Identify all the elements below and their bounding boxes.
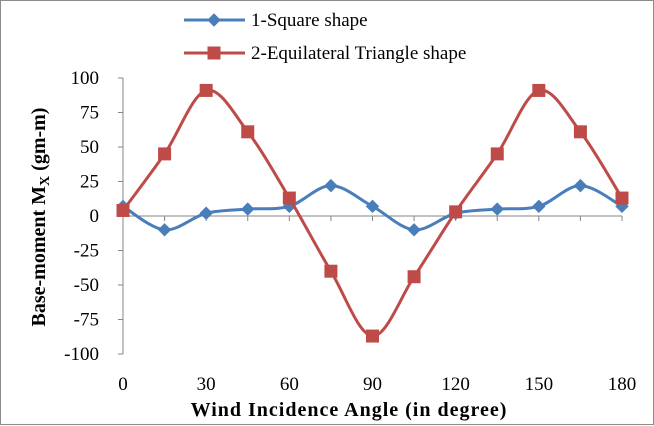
series-1-point: [199, 206, 213, 220]
x-tick-label: 0: [118, 374, 128, 395]
series-2-point: [282, 191, 296, 205]
series-1-point: [532, 199, 546, 214]
y-tick-label: 75: [80, 103, 99, 124]
series-2-point: [366, 329, 379, 343]
series-1-point: [573, 178, 588, 193]
series-2-point: [490, 147, 504, 161]
y-tick-label: 0: [90, 206, 100, 227]
legend-label: 2-Equilateral Triangle shape: [251, 43, 466, 64]
series-1-point: [407, 223, 421, 237]
legend-item-1: 1-Square shape: [184, 10, 368, 31]
y-axis-label-sub: X: [38, 176, 53, 186]
x-tick-label: 150: [525, 374, 554, 395]
series-layer: [116, 83, 629, 343]
y-tick-label: -100: [64, 344, 99, 365]
y-tick-label: -50: [74, 275, 99, 296]
series-2-point: [158, 147, 172, 161]
legend-marker: [207, 46, 221, 60]
y-tick-label: 100: [71, 68, 100, 89]
x-tick-label: 30: [197, 374, 216, 395]
x-tick-label: 120: [441, 374, 470, 395]
x-tick-label: 180: [608, 374, 637, 395]
series-1-point: [324, 178, 338, 193]
series-2-point: [449, 205, 463, 219]
y-tick-label: -25: [74, 241, 99, 262]
axes: 100 75 50 25 0 -25 -50 -75 -100 0 30 60 90 120 150 180: [64, 68, 636, 395]
y-tick-label: -75: [74, 310, 99, 331]
legend: 1-Square shape 2-Equilateral Triangle sha…: [184, 10, 466, 64]
series-1: [116, 178, 629, 237]
y-axis-label-main: Base-moment M: [28, 186, 50, 327]
y-axis-label-unit: (gm-m): [28, 108, 50, 176]
legend-marker: [207, 13, 221, 27]
series-2-point: [573, 125, 587, 139]
y-tick-label: 50: [80, 137, 99, 158]
series-2-point: [532, 83, 546, 97]
series-2-point: [615, 191, 629, 205]
series-2-point: [116, 203, 130, 217]
series-1-point: [157, 223, 172, 237]
x-tick-label: 60: [280, 374, 299, 395]
x-axis-label: Wind Incidence Angle (in degree): [191, 399, 508, 421]
legend-item-2: 2-Equilateral Triangle shape: [184, 43, 466, 64]
legend-label: 1-Square shape: [251, 10, 368, 31]
series-1-point: [490, 202, 504, 216]
series-1-point: [365, 199, 380, 214]
series-2-point: [199, 83, 213, 97]
series-2-point: [241, 125, 255, 139]
series-2: [116, 83, 629, 343]
series-2-point: [407, 270, 421, 284]
y-axis-label: Base-moment MX (gm-m): [28, 108, 53, 327]
series-2-line: [121, 88, 624, 338]
y-tick-label: 25: [80, 172, 99, 193]
series-1-point: [241, 202, 255, 216]
series-2-point: [324, 264, 338, 278]
x-tick-label: 90: [363, 374, 382, 395]
